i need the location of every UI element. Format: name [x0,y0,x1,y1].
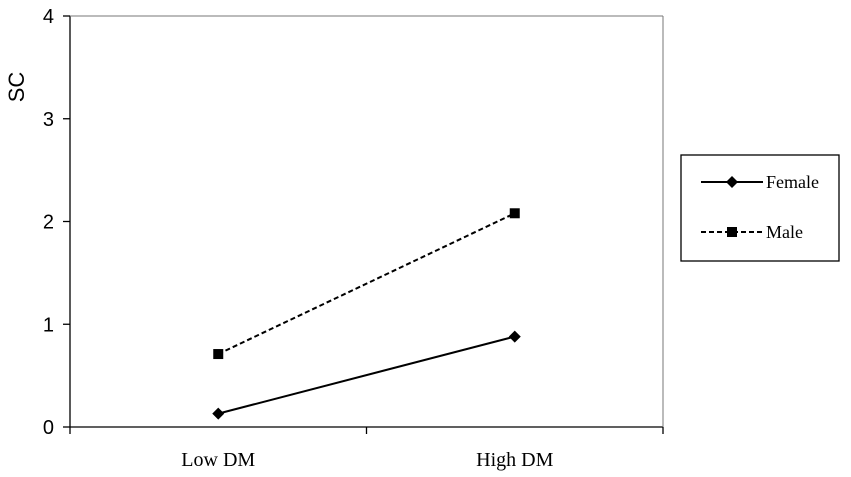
legend-label: Female [766,172,819,192]
series-line [217,335,516,415]
legend-items: Female Male [701,172,819,242]
y-tick-label: 4 [43,6,54,28]
x-ticks: Low DM High DM [69,427,664,471]
series-layer [212,208,521,420]
diamond-marker [508,330,521,343]
y-ticks: 0 1 2 3 4 [43,6,70,439]
x-tick-label: Low DM [181,449,255,471]
square-marker [727,227,737,237]
legend: Female Male [680,154,840,262]
y-tick-label: 2 [43,212,54,234]
legend-box [680,154,840,262]
legend-label: Male [766,222,803,242]
y-tick-label: 1 [43,314,54,336]
y-axis-label: SC [4,72,29,103]
square-marker [509,208,520,219]
y-tick-label: 3 [43,109,54,131]
series-line [217,212,516,355]
series-male [213,208,520,360]
x-tick-label: High DM [476,449,553,471]
square-marker [213,349,224,360]
legend-item-male: Male [701,222,803,242]
y-tick-label: 0 [43,417,54,439]
series-female [212,330,521,420]
plot-area: 0 1 2 3 4 Low DM High DM [43,6,664,471]
diamond-marker [212,407,225,420]
legend-item-female: Female [701,172,819,192]
diamond-marker [726,176,738,188]
